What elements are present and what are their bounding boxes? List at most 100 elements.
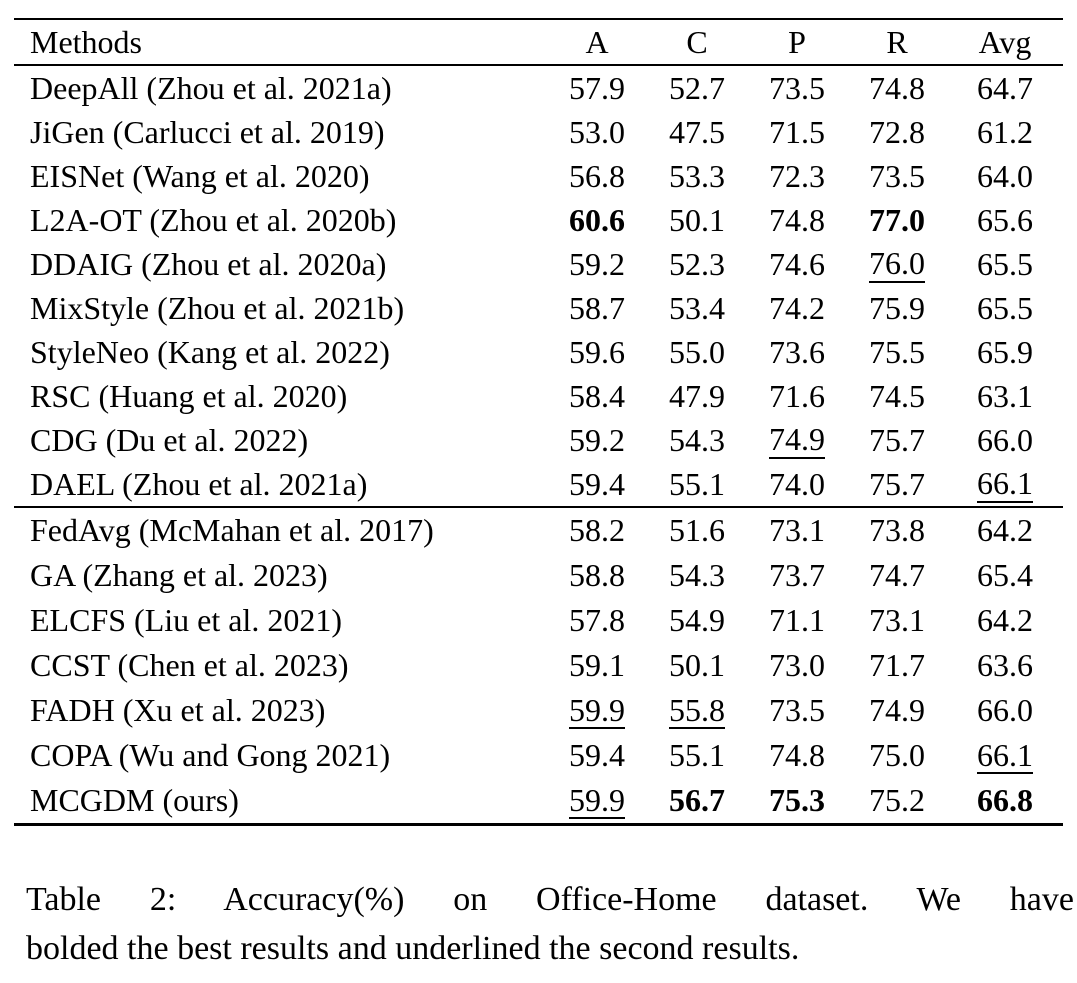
value-cell: 56.7: [647, 778, 747, 825]
value-text: 73.1: [869, 602, 925, 638]
value-cell: 73.1: [747, 507, 847, 553]
value-text: 64.7: [977, 69, 1033, 106]
value-cell: 66.1: [947, 733, 1063, 778]
value-text: 55.0: [669, 333, 725, 370]
value-text: 50.1: [669, 201, 725, 238]
value-text: 47.9: [669, 377, 725, 414]
table-group-baselines: DeepAll (Zhou et al. 2021a) 57.9 52.7 73.5 7…: [14, 65, 1063, 507]
value-cell: 74.7: [847, 553, 947, 598]
value-text: 63.1: [977, 377, 1033, 414]
value-cell: 58.4: [547, 374, 647, 418]
value-text: 59.4: [569, 737, 625, 773]
value-text: 61.2: [977, 113, 1033, 150]
value-text: 59.4: [569, 465, 625, 502]
value-cell: 65.4: [947, 553, 1063, 598]
value-cell: 77.0: [847, 198, 947, 242]
value-cell: 74.0: [747, 462, 847, 507]
value-text: 74.2: [769, 289, 825, 326]
value-text: 57.9: [569, 69, 625, 106]
value-text: 75.3: [769, 782, 825, 818]
value-text: 71.7: [869, 647, 925, 683]
value-text: 65.6: [977, 201, 1033, 238]
value-cell: 58.7: [547, 286, 647, 330]
value-text: 59.1: [569, 647, 625, 683]
table-row: EISNet (Wang et al. 2020) 56.8 53.3 72.3 73.…: [14, 154, 1063, 198]
value-cell: 61.2: [947, 110, 1063, 154]
value-cell: 65.5: [947, 242, 1063, 286]
value-cell: 57.8: [547, 598, 647, 643]
value-text: 58.4: [569, 377, 625, 414]
value-cell: 75.5: [847, 330, 947, 374]
value-cell: 54.9: [647, 598, 747, 643]
value-text: 66.1: [977, 465, 1033, 503]
value-text: 73.5: [869, 157, 925, 194]
method-cell: GA (Zhang et al. 2023): [30, 557, 328, 593]
table-header: Methods A C P R Avg: [14, 19, 1063, 65]
value-text: 66.1: [977, 736, 1033, 775]
value-cell: 72.3: [747, 154, 847, 198]
table-row: RSC (Huang et al. 2020) 58.4 47.9 71.6 74.5 6…: [14, 374, 1063, 418]
value-cell: 64.0: [947, 154, 1063, 198]
value-text: 54.9: [669, 602, 725, 638]
value-cell: 74.2: [747, 286, 847, 330]
value-text: 50.1: [669, 647, 725, 683]
value-cell: 73.7: [747, 553, 847, 598]
method-cell: CCST (Chen et al. 2023): [30, 647, 349, 683]
value-text: 73.7: [769, 557, 825, 593]
value-cell: 71.1: [747, 598, 847, 643]
value-cell: 66.1: [947, 462, 1063, 507]
value-text: 59.2: [569, 245, 625, 282]
method-cell: MCGDM (ours): [30, 782, 239, 818]
value-text: 64.2: [977, 602, 1033, 638]
value-cell: 74.6: [747, 242, 847, 286]
value-cell: 74.9: [847, 688, 947, 733]
value-cell: 59.2: [547, 242, 647, 286]
value-text: 55.1: [669, 465, 725, 502]
table-row: DeepAll (Zhou et al. 2021a) 57.9 52.7 73.5 7…: [14, 65, 1063, 110]
value-text: 73.5: [769, 69, 825, 106]
column-header-avg: Avg: [978, 23, 1032, 60]
value-cell: 53.0: [547, 110, 647, 154]
value-text: 58.2: [569, 512, 625, 548]
table-group-federated: FedAvg (McMahan et al. 2017) 58.2 51.6 73.1…: [14, 507, 1063, 825]
value-text: 72.8: [869, 113, 925, 150]
method-cell: EISNet (Wang et al. 2020): [30, 157, 370, 194]
value-text: 75.0: [869, 737, 925, 773]
value-text: 56.7: [669, 782, 725, 818]
value-cell: 57.9: [547, 65, 647, 110]
value-cell: 54.3: [647, 553, 747, 598]
value-text: 58.7: [569, 289, 625, 326]
value-cell: 51.6: [647, 507, 747, 553]
value-text: 59.9: [569, 691, 625, 730]
value-text: 54.3: [669, 557, 725, 593]
value-text: 60.6: [569, 201, 625, 238]
value-text: 71.1: [769, 602, 825, 638]
value-cell: 53.3: [647, 154, 747, 198]
value-cell: 75.0: [847, 733, 947, 778]
value-text: 74.8: [769, 201, 825, 238]
value-text: 53.0: [569, 113, 625, 150]
column-header-methods: Methods: [30, 23, 142, 60]
value-cell: 71.5: [747, 110, 847, 154]
value-text: 74.9: [769, 421, 825, 459]
value-cell: 63.1: [947, 374, 1063, 418]
value-text: 58.8: [569, 557, 625, 593]
value-cell: 75.9: [847, 286, 947, 330]
value-cell: 74.9: [747, 418, 847, 462]
value-cell: 56.8: [547, 154, 647, 198]
column-header-p: P: [788, 23, 806, 60]
value-text: 74.8: [769, 737, 825, 773]
value-cell: 75.7: [847, 462, 947, 507]
value-cell: 52.3: [647, 242, 747, 286]
value-cell: 59.2: [547, 418, 647, 462]
value-cell: 52.7: [647, 65, 747, 110]
method-cell: MixStyle (Zhou et al. 2021b): [30, 289, 405, 326]
value-cell: 53.4: [647, 286, 747, 330]
value-text: 75.5: [869, 333, 925, 370]
value-text: 73.8: [869, 512, 925, 548]
value-text: 47.5: [669, 113, 725, 150]
value-cell: 76.0: [847, 242, 947, 286]
table-row: CCST (Chen et al. 2023) 59.1 50.1 73.0 71.7 6…: [14, 643, 1063, 688]
value-text: 75.2: [869, 782, 925, 818]
